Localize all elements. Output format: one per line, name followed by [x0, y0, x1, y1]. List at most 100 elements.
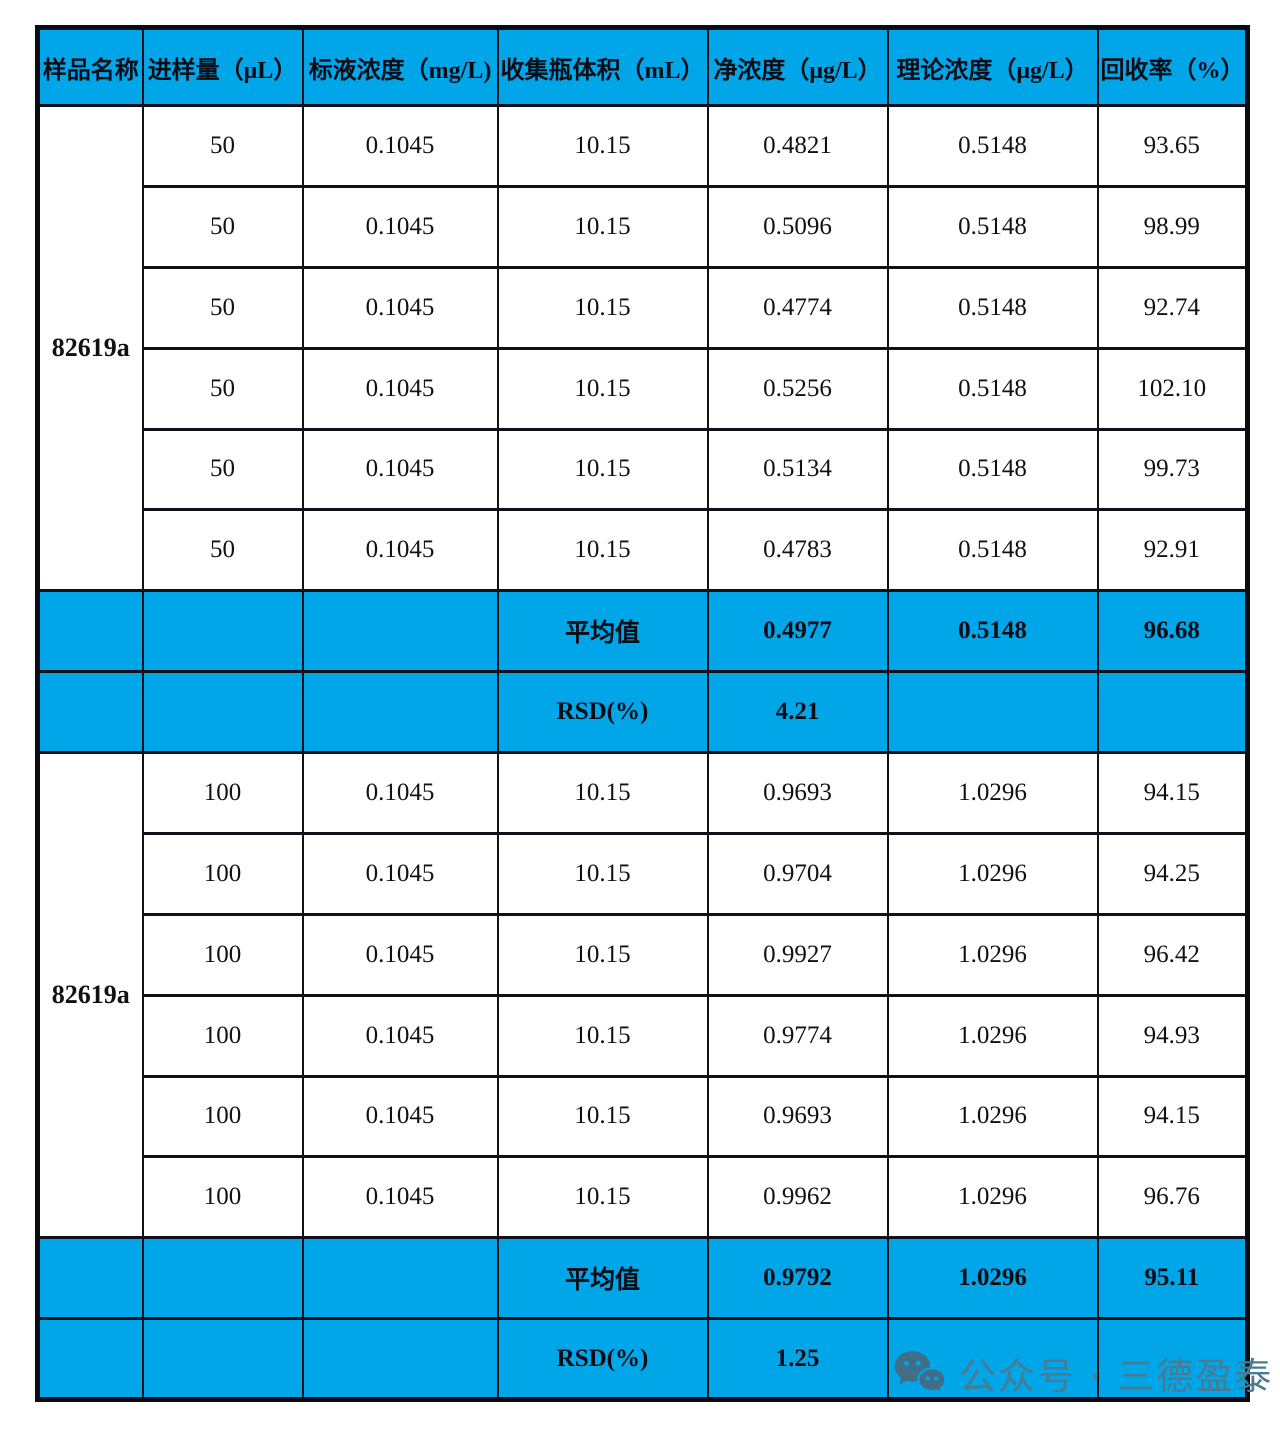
column-header-sample-name: 样品名称 — [36, 26, 144, 107]
std-conc-cell: 0.1045 — [301, 184, 499, 269]
average-theo-conc-cell: 0.5148 — [886, 589, 1099, 674]
empty-cell — [141, 670, 304, 754]
table-row: 50 0.1045 10.15 0.4774 0.5148 92.74 — [38, 265, 1249, 350]
vial-vol-cell: 10.15 — [496, 1074, 709, 1159]
net-conc-cell: 0.9927 — [706, 912, 889, 997]
theo-conc-cell: 1.0296 — [886, 993, 1099, 1078]
average-row: 平均值 0.4977 0.5148 96.68 — [36, 589, 1249, 674]
vial-vol-cell: 10.15 — [496, 831, 709, 916]
column-header-standard-concentration: 标液浓度（mg/L) — [301, 26, 499, 107]
std-conc-cell: 0.1045 — [301, 751, 499, 835]
empty-cell — [301, 1317, 499, 1401]
rsd-row: RSD(%) 1.25 — [36, 1317, 1249, 1401]
std-conc-cell: 0.1045 — [301, 1074, 499, 1159]
average-net-conc-cell: 0.4977 — [706, 589, 889, 674]
average-recovery-cell: 95.11 — [1096, 1236, 1249, 1321]
theo-conc-cell: 0.5148 — [886, 346, 1099, 431]
table-row: 50 0.1045 10.15 0.4783 0.5148 92.91 — [38, 508, 1249, 593]
theo-conc-cell: 0.5148 — [886, 184, 1099, 269]
theo-conc-cell: 1.0296 — [886, 831, 1099, 916]
empty-cell — [886, 670, 1099, 754]
rsd-label-cell: RSD(%) — [496, 1317, 709, 1401]
recovery-cell: 92.74 — [1096, 265, 1249, 350]
average-recovery-cell: 96.68 — [1096, 589, 1249, 674]
recovery-table: 样品名称 进样量（μL） 标液浓度（mg/L) 收集瓶体积（mL） 净浓度（μg… — [35, 25, 1250, 1402]
theo-conc-cell: 0.5148 — [886, 104, 1099, 188]
recovery-cell: 94.93 — [1096, 993, 1249, 1078]
average-label-cell: 平均值 — [496, 1236, 709, 1321]
rsd-value-cell: 1.25 — [706, 1317, 889, 1401]
empty-cell — [301, 589, 499, 674]
sample-name-cell: 82619a — [36, 750, 144, 1240]
table-row: 100 0.1045 10.15 0.9704 1.0296 94.25 — [38, 831, 1249, 916]
net-conc-cell: 0.9693 — [706, 751, 889, 835]
recovery-cell: 99.73 — [1096, 427, 1249, 512]
empty-cell — [36, 1317, 144, 1401]
recovery-cell: 94.15 — [1096, 751, 1249, 835]
column-header-injection-volume: 进样量（μL） — [141, 26, 304, 107]
recovery-cell: 96.76 — [1096, 1155, 1249, 1240]
column-header-vial-volume: 收集瓶体积（mL） — [496, 26, 709, 107]
theo-conc-cell: 0.5148 — [886, 508, 1099, 593]
net-conc-cell: 0.9774 — [706, 993, 889, 1078]
theo-conc-cell: 1.0296 — [886, 1074, 1099, 1159]
injection-cell: 100 — [141, 993, 304, 1078]
table-row: 82619a 50 0.1045 10.15 0.4821 0.5148 93.… — [36, 103, 1249, 593]
sample-name-cell: 82619a — [36, 103, 144, 593]
injection-cell: 50 — [141, 508, 304, 593]
empty-cell — [141, 1317, 304, 1401]
injection-cell: 50 — [141, 104, 304, 188]
recovery-cell: 98.99 — [1096, 184, 1249, 269]
vial-vol-cell: 10.15 — [496, 751, 709, 835]
injection-cell: 100 — [141, 912, 304, 997]
std-conc-cell: 0.1045 — [301, 912, 499, 997]
empty-cell — [886, 1317, 1099, 1401]
rsd-value-cell: 4.21 — [706, 670, 889, 754]
empty-cell — [1096, 670, 1249, 754]
injection-cell: 50 — [141, 184, 304, 269]
average-row: 平均值 0.9792 1.0296 95.11 — [36, 1236, 1249, 1321]
vial-vol-cell: 10.15 — [496, 427, 709, 512]
injection-cell: 100 — [141, 1074, 304, 1159]
theo-conc-cell: 1.0296 — [886, 751, 1099, 835]
net-conc-cell: 0.4821 — [706, 104, 889, 188]
empty-cell — [36, 1236, 144, 1321]
injection-cell: 50 — [141, 427, 304, 512]
recovery-cell: 94.25 — [1096, 831, 1249, 916]
net-conc-cell: 0.4774 — [706, 265, 889, 350]
empty-cell — [141, 1236, 304, 1321]
vial-vol-cell: 10.15 — [496, 346, 709, 431]
vial-vol-cell: 10.15 — [496, 184, 709, 269]
table-row: 100 0.1045 10.15 0.9774 1.0296 94.93 — [38, 993, 1249, 1078]
net-conc-cell: 0.9704 — [706, 831, 889, 916]
theo-conc-cell: 0.5148 — [886, 265, 1099, 350]
empty-cell — [301, 1236, 499, 1321]
std-conc-cell: 0.1045 — [301, 993, 499, 1078]
net-conc-cell: 0.9693 — [706, 1074, 889, 1159]
injection-cell: 100 — [141, 831, 304, 916]
std-conc-cell: 0.1045 — [301, 1155, 499, 1240]
rsd-row: RSD(%) 4.21 — [36, 670, 1249, 754]
std-conc-cell: 0.1045 — [301, 104, 499, 188]
theo-conc-cell: 0.5148 — [886, 427, 1099, 512]
injection-cell: 50 — [141, 346, 304, 431]
recovery-cell: 102.10 — [1096, 346, 1249, 431]
header-row: 样品名称 进样量（μL） 标液浓度（mg/L) 收集瓶体积（mL） 净浓度（μg… — [36, 26, 1249, 107]
recovery-cell: 92.91 — [1096, 508, 1249, 593]
vial-vol-cell: 10.15 — [496, 912, 709, 997]
vial-vol-cell: 10.15 — [496, 993, 709, 1078]
injection-cell: 100 — [141, 1155, 304, 1240]
average-label-cell: 平均值 — [496, 589, 709, 674]
table-row: 50 0.1045 10.15 0.5256 0.5148 102.10 — [38, 346, 1249, 431]
net-conc-cell: 0.9962 — [706, 1155, 889, 1240]
net-conc-cell: 0.4783 — [706, 508, 889, 593]
table-row: 100 0.1045 10.15 0.9962 1.0296 96.76 — [38, 1155, 1249, 1240]
table-row: 50 0.1045 10.15 0.5134 0.5148 99.73 — [38, 427, 1249, 512]
empty-cell — [36, 670, 144, 754]
table-row: 100 0.1045 10.15 0.9927 1.0296 96.42 — [38, 912, 1249, 997]
net-conc-cell: 0.5134 — [706, 427, 889, 512]
injection-cell: 100 — [141, 751, 304, 835]
std-conc-cell: 0.1045 — [301, 265, 499, 350]
rsd-label-cell: RSD(%) — [496, 670, 709, 754]
std-conc-cell: 0.1045 — [301, 508, 499, 593]
